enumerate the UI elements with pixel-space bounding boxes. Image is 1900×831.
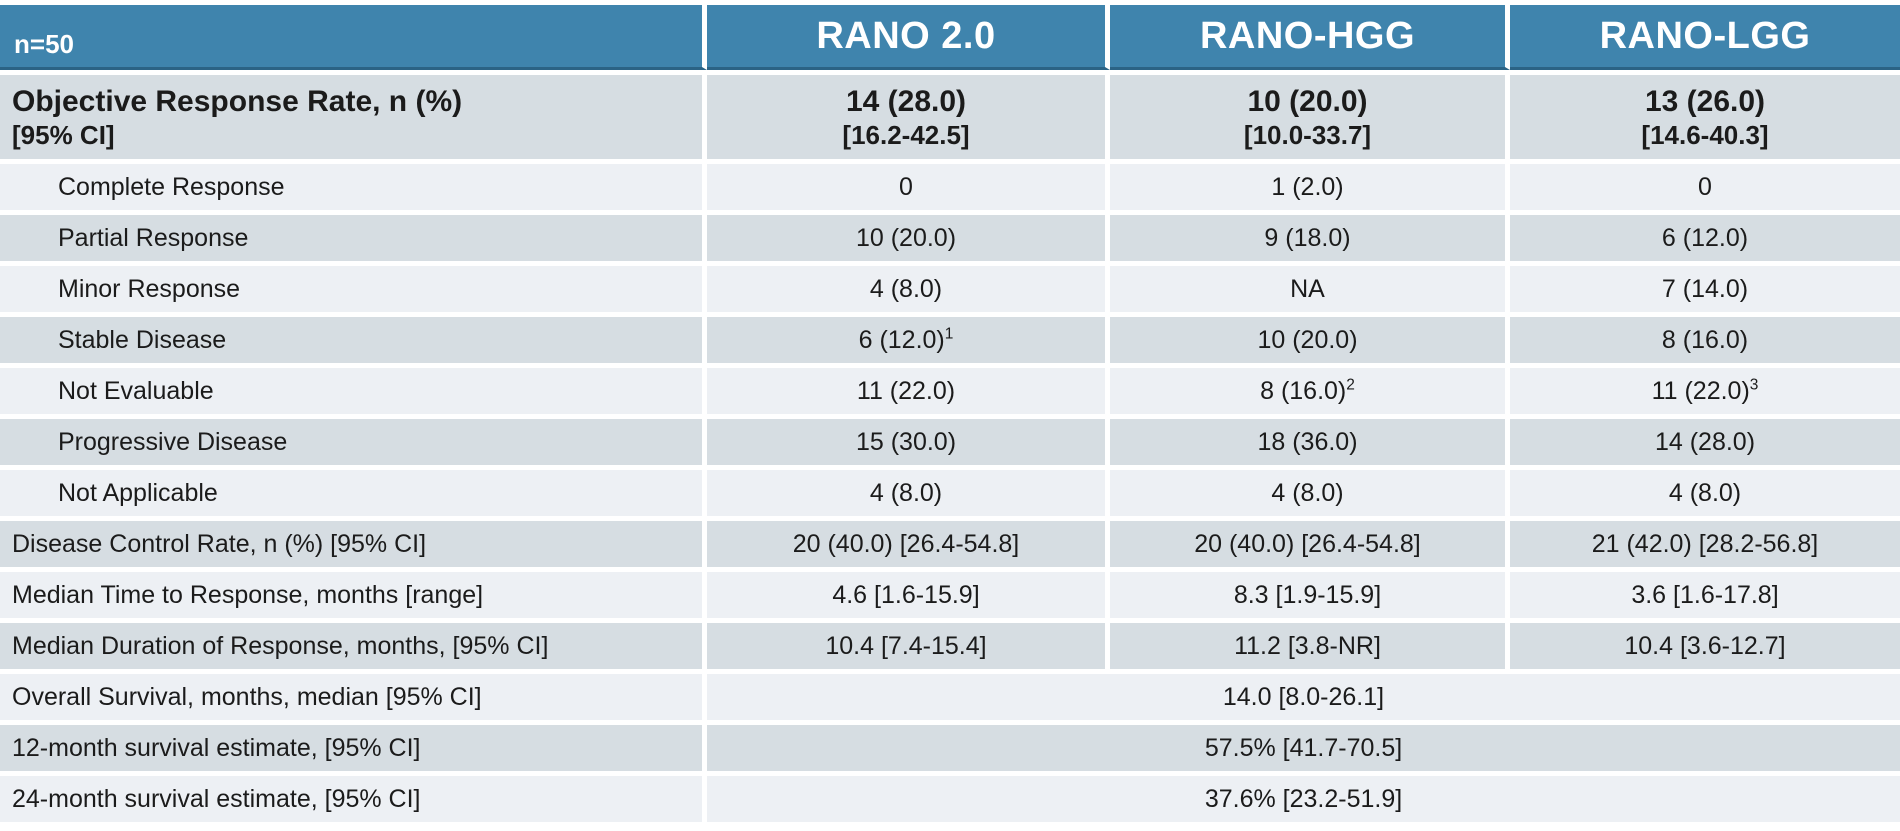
footnote-marker: 1 — [944, 325, 954, 343]
cell-disease-control-rate-rano-hgg: 20 (40.0) [26.4-54.8] — [1110, 521, 1510, 567]
table-row-progressive-disease: Progressive Disease 15 (30.0) 18 (36.0) … — [0, 419, 1900, 465]
cell-orr-rano20: 14 (28.0) [16.2-42.5] — [707, 75, 1110, 159]
cell-median-time-to-response-rano20: 4.6 [1.6-15.9] — [707, 572, 1110, 618]
table-row-24-month-survival: 24-month survival estimate, [95% CI] 37.… — [0, 776, 1900, 822]
table-row-12-month-survival: 12-month survival estimate, [95% CI] 57.… — [0, 725, 1900, 771]
table-row-partial-response: Partial Response 10 (20.0) 9 (18.0) 6 (1… — [0, 215, 1900, 261]
cell-minor-response-rano-lgg: 7 (14.0) — [1510, 266, 1900, 312]
table-row-stable-disease: Stable Disease 6 (12.0)1 10 (20.0) 8 (16… — [0, 317, 1900, 363]
header-col-rano-lgg: RANO-LGG — [1510, 5, 1900, 70]
cell-complete-response-rano-hgg: 1 (2.0) — [1110, 164, 1510, 210]
table-row-complete-response: Complete Response 0 1 (2.0) 0 — [0, 164, 1900, 210]
cell-progressive-disease-rano-lgg: 14 (28.0) — [1510, 419, 1900, 465]
row-label-partial-response: Partial Response — [0, 215, 707, 261]
cell-orr-rano-hgg: 10 (20.0) [10.0-33.7] — [1110, 75, 1510, 159]
cell-not-applicable-rano20: 4 (8.0) — [707, 470, 1110, 516]
cell-minor-response-rano20: 4 (8.0) — [707, 266, 1110, 312]
row-label-overall-survival: Overall Survival, months, median [95% CI… — [0, 674, 707, 720]
cell-not-evaluable-rano-hgg: 8 (16.0)2 — [1110, 368, 1510, 414]
cell-stable-disease-rano-hgg: 10 (20.0) — [1110, 317, 1510, 363]
orr-value-line2: [16.2-42.5] — [842, 120, 970, 151]
table-row-objective-response-rate: Objective Response Rate, n (%) [95% CI] … — [0, 75, 1900, 159]
cell-not-evaluable-rano-lgg: 11 (22.0)3 — [1510, 368, 1900, 414]
table-row-not-evaluable: Not Evaluable 11 (22.0) 8 (16.0)2 11 (22… — [0, 368, 1900, 414]
orr-value-line2: [14.6-40.3] — [1641, 120, 1769, 151]
row-label-median-duration-of-response: Median Duration of Response, months, [95… — [0, 623, 707, 669]
row-label-24-month-survival: 24-month survival estimate, [95% CI] — [0, 776, 707, 822]
orr-label-line2: [95% CI] — [12, 120, 115, 151]
cell-complete-response-rano20: 0 — [707, 164, 1110, 210]
cell-stable-disease-rano20: 6 (12.0)1 — [707, 317, 1110, 363]
cell-median-duration-of-response-rano-lgg: 10.4 [3.6-12.7] — [1510, 623, 1900, 669]
cell-median-time-to-response-rano-hgg: 8.3 [1.9-15.9] — [1110, 572, 1510, 618]
footnote-marker: 3 — [1749, 376, 1759, 394]
row-label-12-month-survival: 12-month survival estimate, [95% CI] — [0, 725, 707, 771]
table-row-overall-survival: Overall Survival, months, median [95% CI… — [0, 674, 1900, 720]
header-col-rano20: RANO 2.0 — [707, 5, 1110, 70]
row-label-not-applicable: Not Applicable — [0, 470, 707, 516]
cell-text: 6 (12.0) — [858, 325, 945, 354]
cell-disease-control-rate-rano20: 20 (40.0) [26.4-54.8] — [707, 521, 1110, 567]
footnote-marker: 2 — [1346, 376, 1355, 394]
cell-progressive-disease-rano-hgg: 18 (36.0) — [1110, 419, 1510, 465]
cell-not-applicable-rano-lgg: 4 (8.0) — [1510, 470, 1900, 516]
cell-24-month-survival-all-criteria: 37.6% [23.2-51.9] — [707, 776, 1900, 822]
cell-orr-rano-lgg: 13 (26.0) [14.6-40.3] — [1510, 75, 1900, 159]
cell-median-duration-of-response-rano-hgg: 11.2 [3.8-NR] — [1110, 623, 1510, 669]
row-label-disease-control-rate: Disease Control Rate, n (%) [95% CI] — [0, 521, 707, 567]
cell-median-time-to-response-rano-lgg: 3.6 [1.6-17.8] — [1510, 572, 1900, 618]
table-row-minor-response: Minor Response 4 (8.0) NA 7 (14.0) — [0, 266, 1900, 312]
orr-value-line1: 13 (26.0) — [1644, 84, 1766, 118]
cell-12-month-survival-all-criteria: 57.5% [41.7-70.5] — [707, 725, 1900, 771]
cell-complete-response-rano-lgg: 0 — [1510, 164, 1900, 210]
header-col-rano-hgg: RANO-HGG — [1110, 5, 1510, 70]
cell-disease-control-rate-rano-lgg: 21 (42.0) [28.2-56.8] — [1510, 521, 1900, 567]
orr-value-line1: 14 (28.0) — [845, 84, 967, 118]
row-label-stable-disease: Stable Disease — [0, 317, 707, 363]
cell-partial-response-rano-lgg: 6 (12.0) — [1510, 215, 1900, 261]
table-row-disease-control-rate: Disease Control Rate, n (%) [95% CI] 20 … — [0, 521, 1900, 567]
row-label-minor-response: Minor Response — [0, 266, 707, 312]
row-label-objective-response-rate: Objective Response Rate, n (%) [95% CI] — [0, 75, 707, 159]
row-label-progressive-disease: Progressive Disease — [0, 419, 707, 465]
row-label-not-evaluable: Not Evaluable — [0, 368, 707, 414]
orr-value-line2: [10.0-33.7] — [1243, 120, 1372, 151]
cell-not-applicable-rano-hgg: 4 (8.0) — [1110, 470, 1510, 516]
cell-minor-response-rano-hgg: NA — [1110, 266, 1510, 312]
cell-text: 8 (16.0) — [1260, 376, 1347, 405]
cell-progressive-disease-rano20: 15 (30.0) — [707, 419, 1110, 465]
table-row-median-duration-of-response: Median Duration of Response, months, [95… — [0, 623, 1900, 669]
cell-partial-response-rano20: 10 (20.0) — [707, 215, 1110, 261]
cell-median-duration-of-response-rano20: 10.4 [7.4-15.4] — [707, 623, 1110, 669]
header-n-label: n=50 — [0, 5, 707, 70]
table-header-row: n=50 RANO 2.0 RANO-HGG RANO-LGG — [0, 5, 1900, 70]
table-row-not-applicable: Not Applicable 4 (8.0) 4 (8.0) 4 (8.0) — [0, 470, 1900, 516]
row-label-complete-response: Complete Response — [0, 164, 707, 210]
row-label-median-time-to-response: Median Time to Response, months [range] — [0, 572, 707, 618]
cell-stable-disease-rano-lgg: 8 (16.0) — [1510, 317, 1900, 363]
orr-value-line1: 10 (20.0) — [1247, 84, 1368, 118]
cell-text: 11 (22.0) — [1651, 376, 1750, 405]
table-row-median-time-to-response: Median Time to Response, months [range] … — [0, 572, 1900, 618]
cell-not-evaluable-rano20: 11 (22.0) — [707, 368, 1110, 414]
cell-overall-survival-all-criteria: 14.0 [8.0-26.1] — [707, 674, 1900, 720]
orr-label-line1: Objective Response Rate, n (%) — [12, 84, 463, 118]
cell-partial-response-rano-hgg: 9 (18.0) — [1110, 215, 1510, 261]
